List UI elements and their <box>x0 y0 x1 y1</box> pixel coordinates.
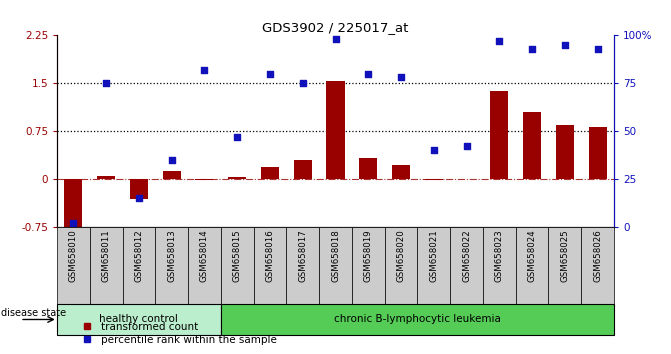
Bar <box>327 81 344 179</box>
Point <box>264 71 275 76</box>
Bar <box>64 179 83 233</box>
Bar <box>384 227 417 304</box>
Text: GSM658018: GSM658018 <box>331 229 340 282</box>
Bar <box>319 227 352 304</box>
Text: GSM658024: GSM658024 <box>527 229 537 282</box>
Bar <box>352 227 384 304</box>
Bar <box>556 125 574 179</box>
Bar <box>123 227 155 304</box>
Bar <box>450 227 483 304</box>
Bar <box>425 179 443 180</box>
Text: GSM658017: GSM658017 <box>298 229 307 282</box>
Point <box>101 80 111 86</box>
Bar <box>162 171 180 179</box>
Point <box>560 42 570 48</box>
Bar <box>57 227 90 304</box>
Bar <box>516 227 548 304</box>
Text: GSM658025: GSM658025 <box>560 229 569 282</box>
Text: chronic B-lymphocytic leukemia: chronic B-lymphocytic leukemia <box>334 314 501 325</box>
Text: GSM658011: GSM658011 <box>102 229 111 282</box>
Bar <box>254 227 287 304</box>
Bar <box>90 227 123 304</box>
Point <box>134 195 144 201</box>
Point <box>330 36 341 42</box>
Bar <box>221 304 614 335</box>
Point <box>68 220 79 225</box>
Title: GDS3902 / 225017_at: GDS3902 / 225017_at <box>262 21 409 34</box>
Bar <box>57 304 221 335</box>
Point <box>494 38 505 44</box>
Point <box>396 75 407 80</box>
Text: GSM658019: GSM658019 <box>364 229 373 281</box>
Text: disease state: disease state <box>1 308 66 318</box>
Text: GSM658015: GSM658015 <box>233 229 242 282</box>
Text: GSM658012: GSM658012 <box>134 229 144 282</box>
Point <box>199 67 210 73</box>
Point <box>428 147 439 153</box>
Point <box>363 71 374 76</box>
Bar <box>287 227 319 304</box>
Bar <box>221 227 254 304</box>
Bar <box>581 227 614 304</box>
Text: healthy control: healthy control <box>99 314 178 325</box>
Bar <box>359 158 377 179</box>
Bar <box>294 160 312 179</box>
Bar <box>417 227 450 304</box>
Bar <box>491 91 509 179</box>
Point <box>297 80 308 86</box>
Bar <box>392 165 410 179</box>
Text: GSM658023: GSM658023 <box>495 229 504 282</box>
Point <box>527 46 537 52</box>
Bar <box>155 227 188 304</box>
Text: GSM658010: GSM658010 <box>69 229 78 282</box>
Bar <box>588 126 607 179</box>
Text: GSM658022: GSM658022 <box>462 229 471 282</box>
Legend: transformed count, percentile rank within the sample: transformed count, percentile rank withi… <box>72 317 282 349</box>
Bar <box>228 177 246 179</box>
Bar <box>261 167 279 179</box>
Text: GSM658013: GSM658013 <box>167 229 176 282</box>
Bar <box>523 112 541 179</box>
Bar <box>195 179 213 180</box>
Text: GSM658016: GSM658016 <box>266 229 274 282</box>
Bar <box>130 179 148 199</box>
Text: GSM658021: GSM658021 <box>429 229 438 282</box>
Point <box>232 134 243 139</box>
Bar <box>97 176 115 179</box>
Point <box>592 46 603 52</box>
Text: GSM658020: GSM658020 <box>397 229 405 282</box>
Text: GSM658026: GSM658026 <box>593 229 602 282</box>
Bar <box>188 227 221 304</box>
Point <box>461 143 472 149</box>
Text: GSM658014: GSM658014 <box>200 229 209 282</box>
Point <box>166 157 177 162</box>
Bar <box>483 227 516 304</box>
Bar <box>548 227 581 304</box>
